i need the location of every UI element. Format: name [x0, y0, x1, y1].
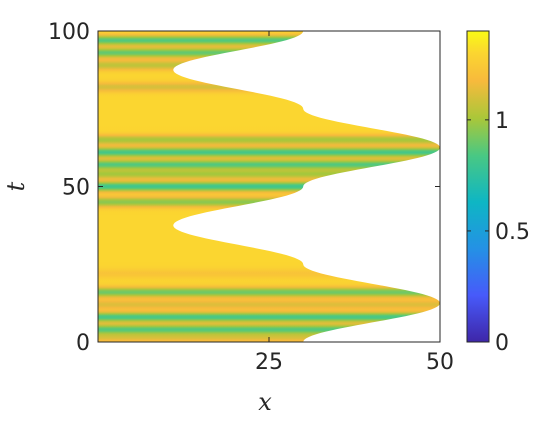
- y-tick-label: 100: [48, 20, 90, 45]
- x-tick-label: 50: [426, 350, 454, 375]
- x-axis-label: x: [258, 388, 272, 416]
- plot-area: 25 50 0 50 100: [48, 20, 454, 375]
- heatmap-field: [98, 31, 440, 342]
- colorbar-scale: [466, 30, 490, 343]
- x-tick-label: 25: [255, 350, 283, 375]
- colorbar: 00.51: [466, 30, 530, 356]
- x-ticks: 25 50: [255, 31, 454, 375]
- y-tick-label: 0: [76, 331, 90, 356]
- y-tick-label: 50: [62, 176, 90, 201]
- colorbar-ticks: 00.51: [467, 109, 530, 356]
- y-axis-label: t: [2, 181, 30, 191]
- y-ticks: 0 50 100: [48, 20, 440, 356]
- colorbar-tick-label: 1: [495, 109, 509, 134]
- colorbar-tick-label: 0: [495, 331, 509, 356]
- colorbar-tick-label: 0.5: [495, 220, 530, 245]
